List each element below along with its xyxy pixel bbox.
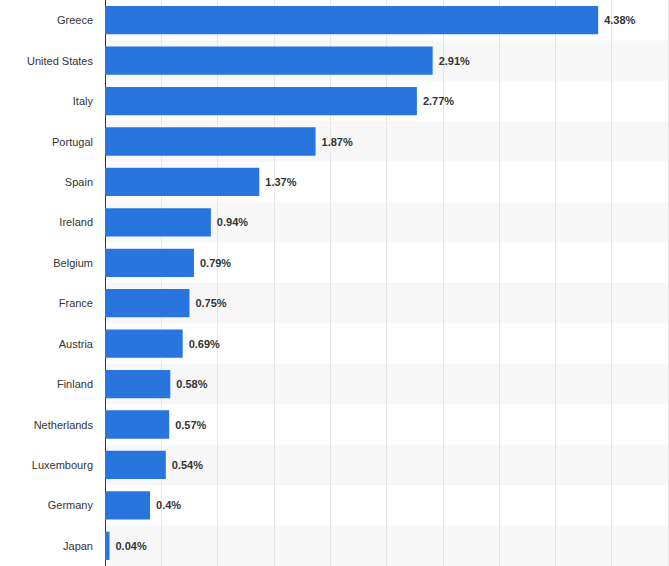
svg-text:Finland: Finland	[57, 378, 93, 390]
svg-text:0.58%: 0.58%	[176, 378, 207, 390]
svg-text:1.37%: 1.37%	[265, 176, 296, 188]
svg-text:0.75%: 0.75%	[195, 297, 226, 309]
svg-text:Greece: Greece	[57, 14, 93, 26]
svg-text:France: France	[59, 297, 93, 309]
svg-text:0.54%: 0.54%	[172, 459, 203, 471]
svg-text:0.04%: 0.04%	[116, 540, 147, 552]
svg-text:Italy: Italy	[73, 95, 94, 107]
svg-text:0.79%: 0.79%	[200, 257, 231, 269]
svg-text:0.69%: 0.69%	[189, 338, 220, 350]
svg-text:0.94%: 0.94%	[217, 216, 248, 228]
svg-text:Germany: Germany	[48, 499, 94, 511]
svg-text:Netherlands: Netherlands	[34, 419, 94, 431]
svg-text:Spain: Spain	[65, 176, 93, 188]
svg-text:Belgium: Belgium	[53, 257, 93, 269]
svg-text:1.87%: 1.87%	[322, 136, 353, 148]
svg-text:Portugal: Portugal	[52, 136, 93, 148]
svg-text:Luxembourg: Luxembourg	[32, 459, 93, 471]
svg-text:United States: United States	[27, 55, 94, 67]
svg-text:Austria: Austria	[59, 338, 94, 350]
svg-text:2.77%: 2.77%	[423, 95, 454, 107]
svg-text:4.38%: 4.38%	[604, 14, 635, 26]
svg-text:Japan: Japan	[63, 540, 93, 552]
svg-text:0.4%: 0.4%	[156, 499, 181, 511]
svg-text:0.57%: 0.57%	[175, 419, 206, 431]
svg-text:Ireland: Ireland	[59, 216, 93, 228]
svg-text:2.91%: 2.91%	[439, 55, 470, 67]
